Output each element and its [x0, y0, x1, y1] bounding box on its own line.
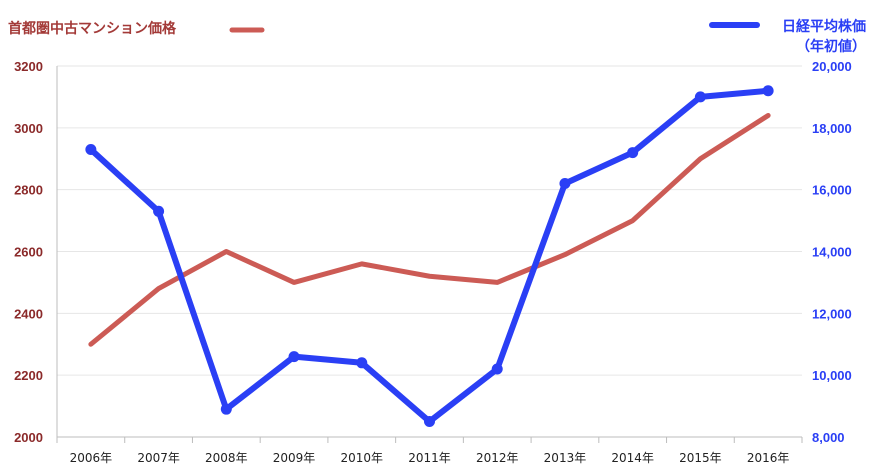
left-tick-label: 2200 — [14, 368, 43, 383]
x-tick-label: 2007年 — [137, 451, 180, 465]
series — [85, 85, 774, 428]
legend: 首都圏中古マンション価格 日経平均株価 （年初値） — [8, 18, 866, 55]
nikkei-data-point — [627, 147, 639, 159]
nikkei-data-point — [559, 177, 571, 189]
x-tick-label: 2015年 — [679, 451, 722, 465]
nikkei-data-point — [220, 403, 232, 415]
left-tick-label: 2000 — [14, 430, 43, 445]
left-tick-label: 2600 — [14, 245, 43, 260]
nikkei-data-point — [424, 416, 435, 428]
nikkei-data-point — [491, 363, 503, 375]
right-tick-label: 14,000 — [812, 245, 852, 260]
right-tick-label: 8,000 — [812, 430, 845, 445]
x-tick-label: 2014年 — [611, 451, 654, 465]
right-tick-label: 20,000 — [812, 59, 852, 74]
legend-label-right-line1: 日経平均株価 — [782, 18, 866, 35]
legend-label-left: 首都圏中古マンション価格 — [8, 20, 177, 37]
nikkei-data-point — [762, 85, 774, 97]
x-tick-label: 2012年 — [476, 451, 519, 465]
nikkei-data-point — [694, 91, 706, 103]
right-tick-label: 16,000 — [812, 183, 852, 198]
x-tick-label: 2006年 — [70, 451, 113, 465]
x-tick-label: 2009年 — [273, 451, 316, 465]
x-tick-label: 2011年 — [408, 451, 451, 465]
right-tick-label: 10,000 — [812, 368, 852, 383]
x-tick-label: 2016年 — [747, 451, 790, 465]
right-tick-label: 18,000 — [812, 121, 852, 136]
gridlines — [57, 65, 802, 376]
x-tick-label: 2008年 — [205, 451, 248, 465]
nikkei-data-point — [288, 351, 300, 363]
left-tick-label: 3000 — [14, 121, 43, 136]
right-tick-label: 12,000 — [812, 306, 852, 321]
left-tick-label: 2800 — [14, 183, 43, 198]
left-tick-label: 3200 — [14, 59, 43, 74]
series-line-mansion-price — [88, 112, 771, 347]
series-line-nikkei — [87, 87, 772, 425]
legend-label-right-line2: （年初値） — [796, 38, 866, 55]
axes — [56, 66, 803, 443]
left-axis-ticks: 2000 2200 2400 2600 2800 3000 3200 — [14, 59, 43, 445]
x-axis-ticks: 2006年 2007年 2008年 2009年 2010年 2011年 2012年 2013年… — [70, 451, 790, 465]
nikkei-data-point — [85, 143, 97, 155]
left-tick-label: 2400 — [14, 306, 43, 321]
right-axis-ticks: 8,000 10,000 12,000 14,000 16,000 18,000 20,00… — [812, 59, 852, 445]
nikkei-data-point — [356, 357, 368, 369]
x-tick-label: 2013年 — [544, 451, 587, 465]
nikkei-data-point — [153, 205, 165, 217]
x-tick-label: 2010年 — [340, 451, 383, 465]
